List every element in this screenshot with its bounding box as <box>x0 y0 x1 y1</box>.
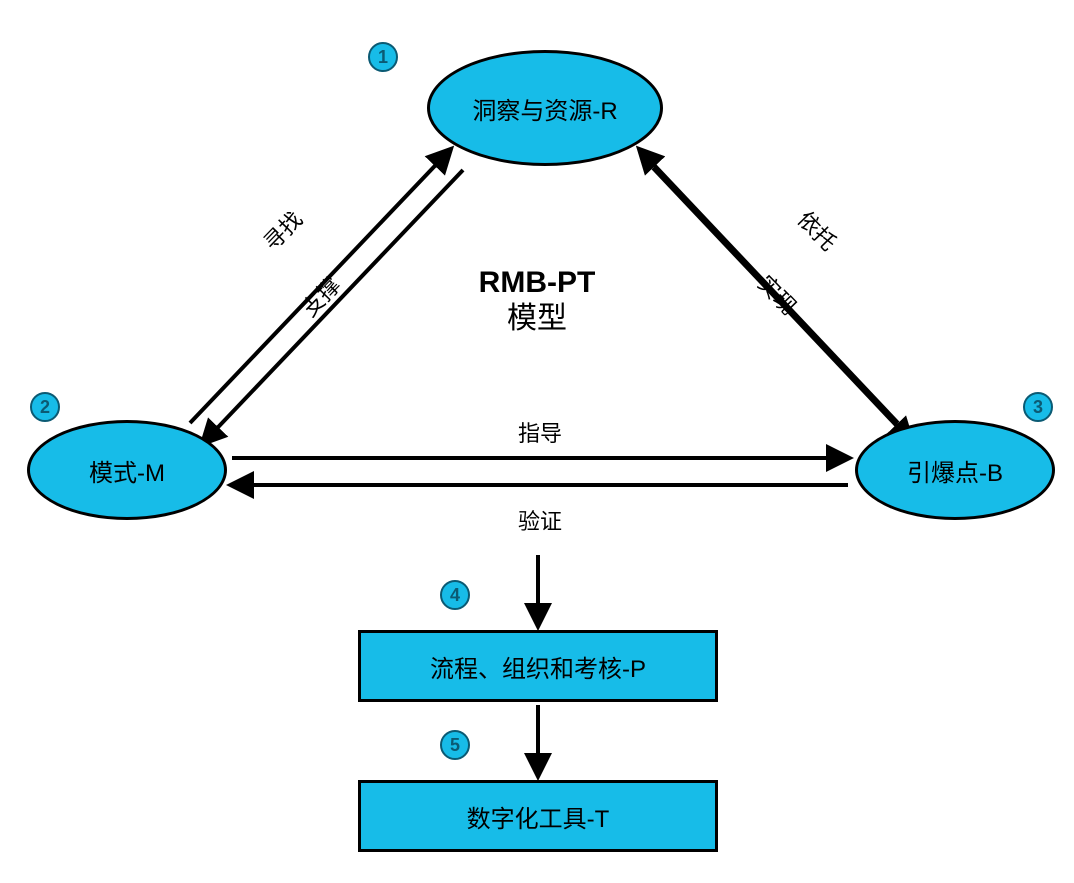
badge-1: 1 <box>368 42 398 72</box>
badge-5: 5 <box>440 730 470 760</box>
node-process-org: 流程、组织和考核-P <box>358 630 718 702</box>
badge-label: 2 <box>40 397 50 418</box>
center-title-line1: RMB-PT <box>437 265 637 301</box>
edge-label-text: 支撑 <box>297 273 346 322</box>
edge-label-text: 依托 <box>793 207 842 256</box>
node-label: 引爆点-B <box>907 453 1003 488</box>
edge-label-find: 寻找 <box>255 203 309 257</box>
edge-label-text: 指导 <box>518 421 562 446</box>
badge-label: 5 <box>450 735 460 756</box>
edge-label-realize: 实现 <box>751 267 805 321</box>
diagram-canvas: 洞察与资源-R 模式-M 引爆点-B 流程、组织和考核-P 数字化工具-T 1 … <box>0 0 1074 883</box>
badge-label: 3 <box>1033 397 1043 418</box>
node-insight-resource: 洞察与资源-R <box>427 50 663 166</box>
badge-3: 3 <box>1023 392 1053 422</box>
edge-label-text: 实现 <box>753 271 802 320</box>
badge-4: 4 <box>440 580 470 610</box>
badge-label: 4 <box>450 585 460 606</box>
edge-label-text: 寻找 <box>259 207 308 256</box>
edge-label-text: 验证 <box>518 509 562 534</box>
node-label: 流程、组织和考核-P <box>430 649 646 684</box>
node-label: 模式-M <box>89 453 165 488</box>
node-breakpoint: 引爆点-B <box>855 420 1055 520</box>
badge-label: 1 <box>378 47 388 68</box>
edge-label-rely: 依托 <box>791 203 845 257</box>
edge-label-guide: 指导 <box>518 416 562 448</box>
node-digital-tools: 数字化工具-T <box>358 780 718 852</box>
center-title: RMB-PT 模型 <box>437 265 637 337</box>
node-mode: 模式-M <box>27 420 227 520</box>
edge-R-M-out <box>203 170 463 443</box>
edge-label-support: 支撑 <box>293 269 347 323</box>
edge-label-verify: 验证 <box>518 504 562 536</box>
center-title-line2: 模型 <box>437 301 637 337</box>
node-label: 洞察与资源-R <box>472 91 617 126</box>
badge-2: 2 <box>30 392 60 422</box>
node-label: 数字化工具-T <box>467 799 610 834</box>
